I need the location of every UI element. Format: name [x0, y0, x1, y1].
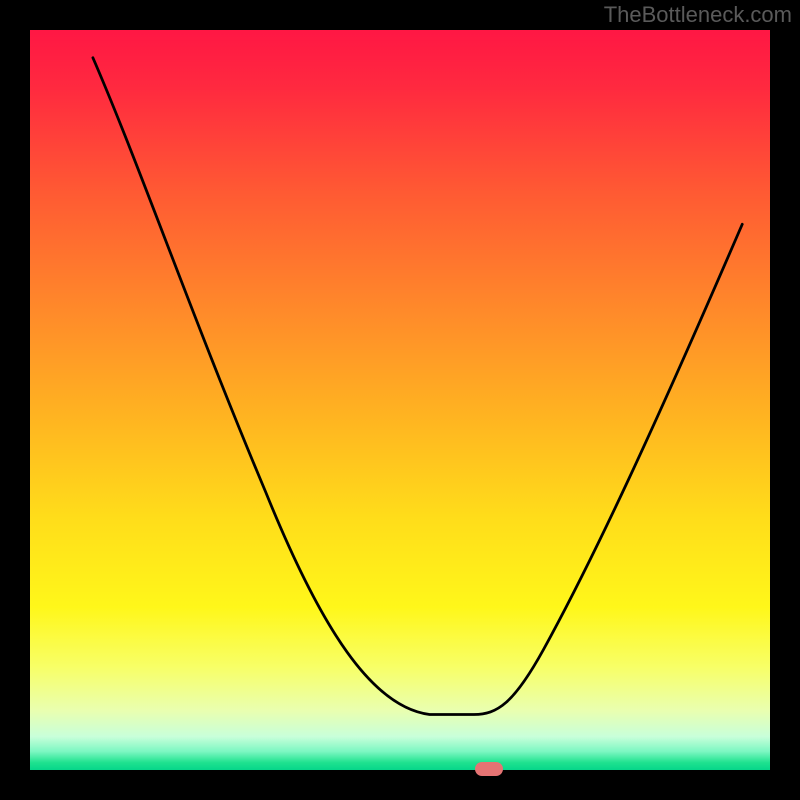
- watermark-text: TheBottleneck.com: [604, 2, 792, 28]
- bottleneck-curve: [93, 58, 742, 715]
- optimum-marker: [475, 762, 503, 776]
- bottleneck-curve-svg: [30, 30, 770, 770]
- chart-container: TheBottleneck.com: [0, 0, 800, 800]
- plot-area: [30, 30, 770, 770]
